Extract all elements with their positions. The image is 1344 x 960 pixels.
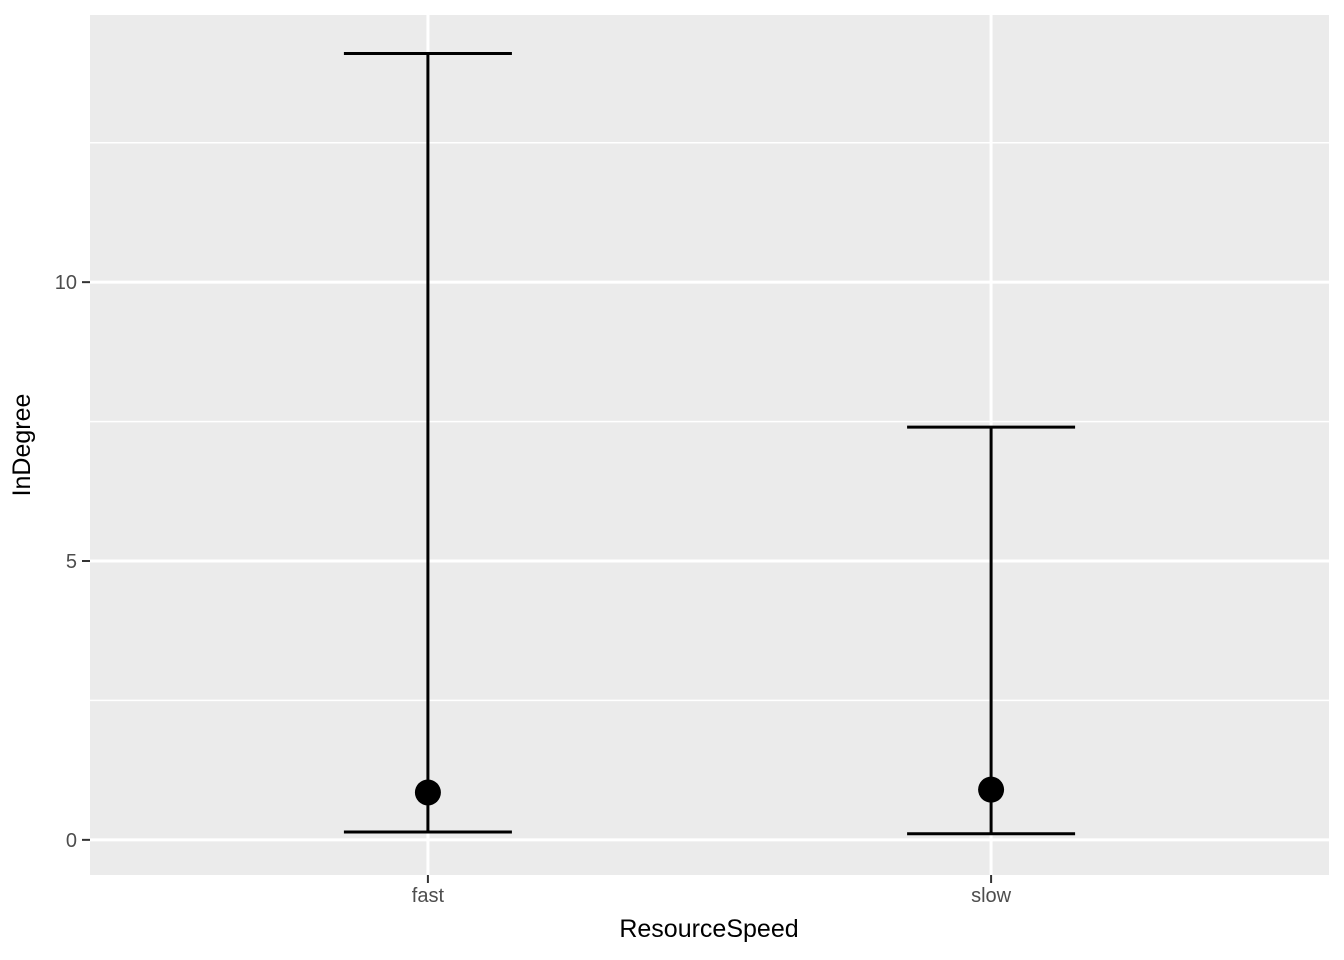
mean-point-slow bbox=[978, 776, 1005, 803]
x-tick-label-fast: fast bbox=[412, 885, 445, 907]
y-tick-label: 10 bbox=[55, 272, 77, 294]
plot-area: 0 5 10 fast slow bbox=[55, 15, 1329, 907]
x-tick-label-slow: slow bbox=[971, 885, 1012, 907]
y-tick-label: 5 bbox=[66, 551, 77, 573]
y-tick-label: 0 bbox=[66, 830, 77, 852]
plot-panel bbox=[90, 15, 1329, 875]
y-axis-title: InDegree bbox=[8, 394, 36, 497]
mean-point-fast bbox=[414, 779, 441, 806]
x-axis-title: ResourceSpeed bbox=[619, 915, 798, 943]
